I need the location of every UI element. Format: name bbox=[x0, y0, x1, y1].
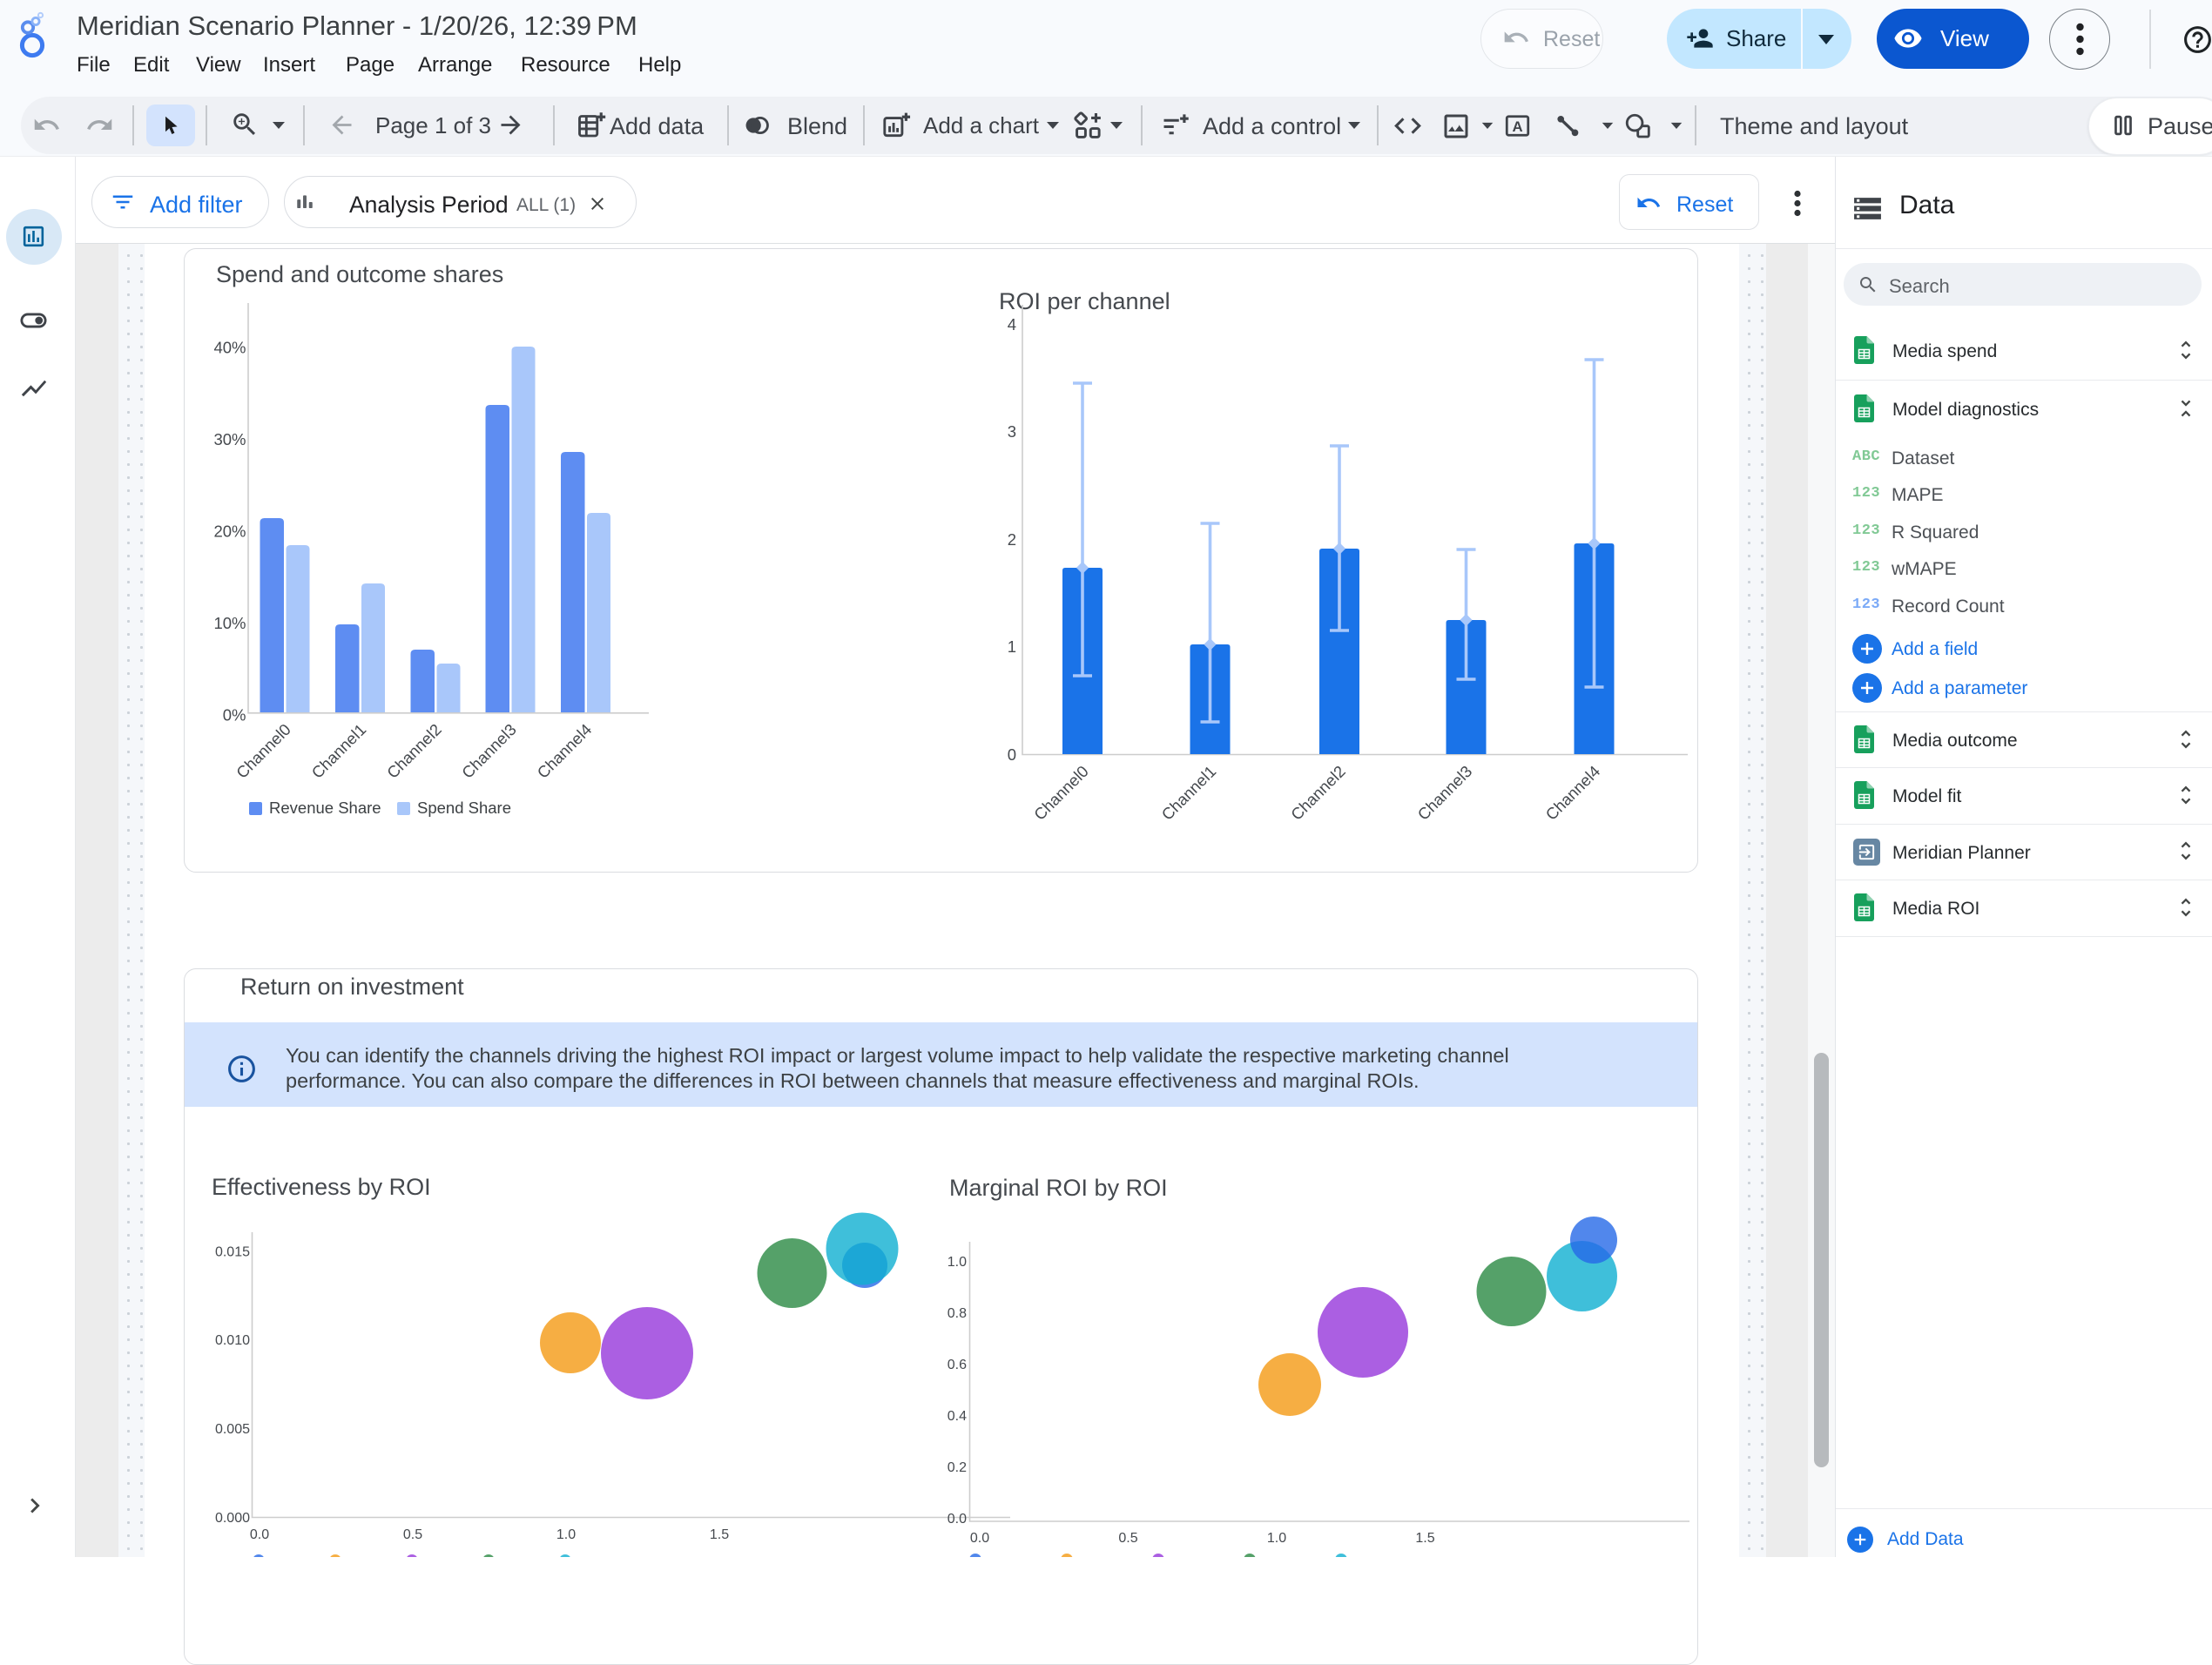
svg-text:Channel3: Channel3 bbox=[458, 720, 520, 782]
svg-text:0.4: 0.4 bbox=[948, 1409, 967, 1424]
svg-text:0.2: 0.2 bbox=[948, 1460, 967, 1475]
svg-text:Marginal ROI by ROI: Marginal ROI by ROI bbox=[949, 1175, 1168, 1201]
svg-text:0.000: 0.000 bbox=[215, 1511, 250, 1526]
svg-text:Spend Share: Spend Share bbox=[417, 799, 511, 817]
svg-text:1: 1 bbox=[1008, 637, 1016, 656]
svg-text:0.0: 0.0 bbox=[250, 1527, 269, 1542]
svg-text:Channel3: Channel3 bbox=[1413, 762, 1475, 824]
svg-text:1.5: 1.5 bbox=[710, 1527, 729, 1542]
svg-text:0%: 0% bbox=[223, 706, 246, 725]
svg-text:1.0: 1.0 bbox=[556, 1527, 576, 1542]
svg-text:30%: 30% bbox=[213, 430, 246, 448]
svg-text:3: 3 bbox=[1008, 422, 1016, 441]
svg-text:0.6: 0.6 bbox=[948, 1358, 967, 1372]
svg-text:40%: 40% bbox=[213, 339, 246, 357]
svg-text:20%: 20% bbox=[213, 522, 246, 541]
svg-text:0.5: 0.5 bbox=[403, 1527, 422, 1542]
svg-text:10%: 10% bbox=[213, 614, 246, 632]
svg-text:A: A bbox=[1512, 118, 1522, 135]
svg-text:0: 0 bbox=[1008, 745, 1016, 764]
svg-text:ROI per channel: ROI per channel bbox=[999, 288, 1170, 314]
svg-text:Channel1: Channel1 bbox=[307, 720, 369, 782]
svg-text:Channel0: Channel0 bbox=[233, 720, 294, 782]
svg-text:Channel2: Channel2 bbox=[1287, 762, 1349, 824]
svg-text:Revenue Share: Revenue Share bbox=[269, 799, 381, 817]
svg-text:Channel4: Channel4 bbox=[1541, 762, 1603, 824]
svg-text:1.5: 1.5 bbox=[1415, 1531, 1434, 1546]
svg-text:Channel2: Channel2 bbox=[383, 720, 445, 782]
svg-text:0.5: 0.5 bbox=[1118, 1531, 1137, 1546]
svg-text:0.8: 0.8 bbox=[948, 1306, 967, 1321]
svg-text:1.0: 1.0 bbox=[1267, 1531, 1286, 1546]
svg-text:1.0: 1.0 bbox=[948, 1255, 967, 1270]
svg-text:0.0: 0.0 bbox=[948, 1512, 967, 1527]
svg-text:Channel4: Channel4 bbox=[533, 720, 595, 782]
svg-text:Channel1: Channel1 bbox=[1157, 762, 1219, 824]
svg-text:Effectiveness by ROI: Effectiveness by ROI bbox=[212, 1174, 431, 1200]
svg-text:Channel0: Channel0 bbox=[1030, 762, 1092, 824]
svg-text:0.015: 0.015 bbox=[215, 1245, 250, 1260]
svg-text:2: 2 bbox=[1008, 530, 1016, 549]
svg-text:4: 4 bbox=[1008, 315, 1016, 334]
svg-text:0.005: 0.005 bbox=[215, 1422, 250, 1437]
svg-text:0.0: 0.0 bbox=[970, 1531, 989, 1546]
svg-text:0.010: 0.010 bbox=[215, 1333, 250, 1348]
svg-text:Spend and outcome shares: Spend and outcome shares bbox=[216, 261, 503, 287]
